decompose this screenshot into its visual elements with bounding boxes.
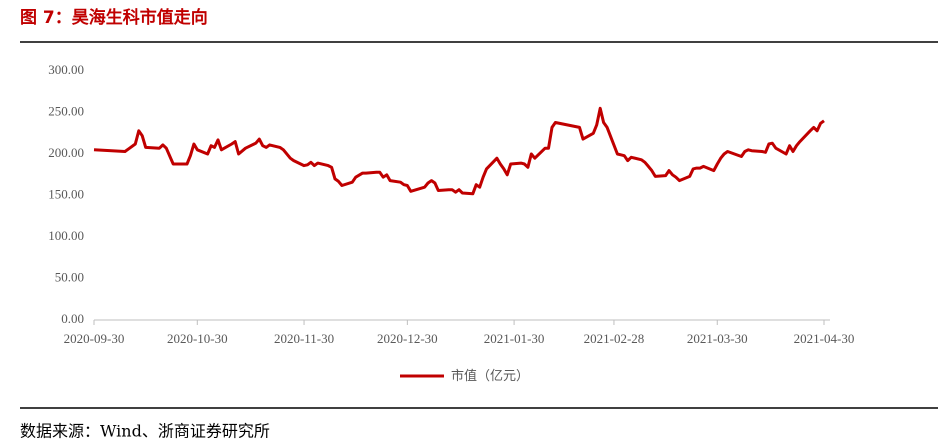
legend-label: 市值（亿元） xyxy=(451,368,529,383)
x-tick-label: 2021-03-30 xyxy=(687,331,748,346)
y-tick-label: 100.00 xyxy=(48,228,84,243)
x-tick-label: 2021-02-28 xyxy=(584,331,645,346)
y-tick-label: 200.00 xyxy=(48,145,84,160)
y-tick-label: 300.00 xyxy=(48,62,84,77)
x-tick-label: 2021-04-30 xyxy=(794,331,855,346)
y-tick-label: 0.00 xyxy=(61,311,84,326)
y-tick-label: 150.00 xyxy=(48,186,84,201)
series-line xyxy=(93,106,825,196)
x-tick-label: 2020-09-30 xyxy=(64,331,125,346)
x-tick-label: 2020-12-30 xyxy=(377,331,438,346)
chart-title: 图 7：昊海生科市值走向 xyxy=(20,7,208,28)
x-tick-label: 2020-10-30 xyxy=(167,331,228,346)
x-tick-label: 2020-11-30 xyxy=(274,331,334,346)
x-tick-label: 2021-01-30 xyxy=(484,331,545,346)
y-tick-label: 50.00 xyxy=(55,269,84,284)
source-note: 数据来源：Wind、浙商证券研究所 xyxy=(20,422,270,441)
y-tick-label: 250.00 xyxy=(48,103,84,118)
